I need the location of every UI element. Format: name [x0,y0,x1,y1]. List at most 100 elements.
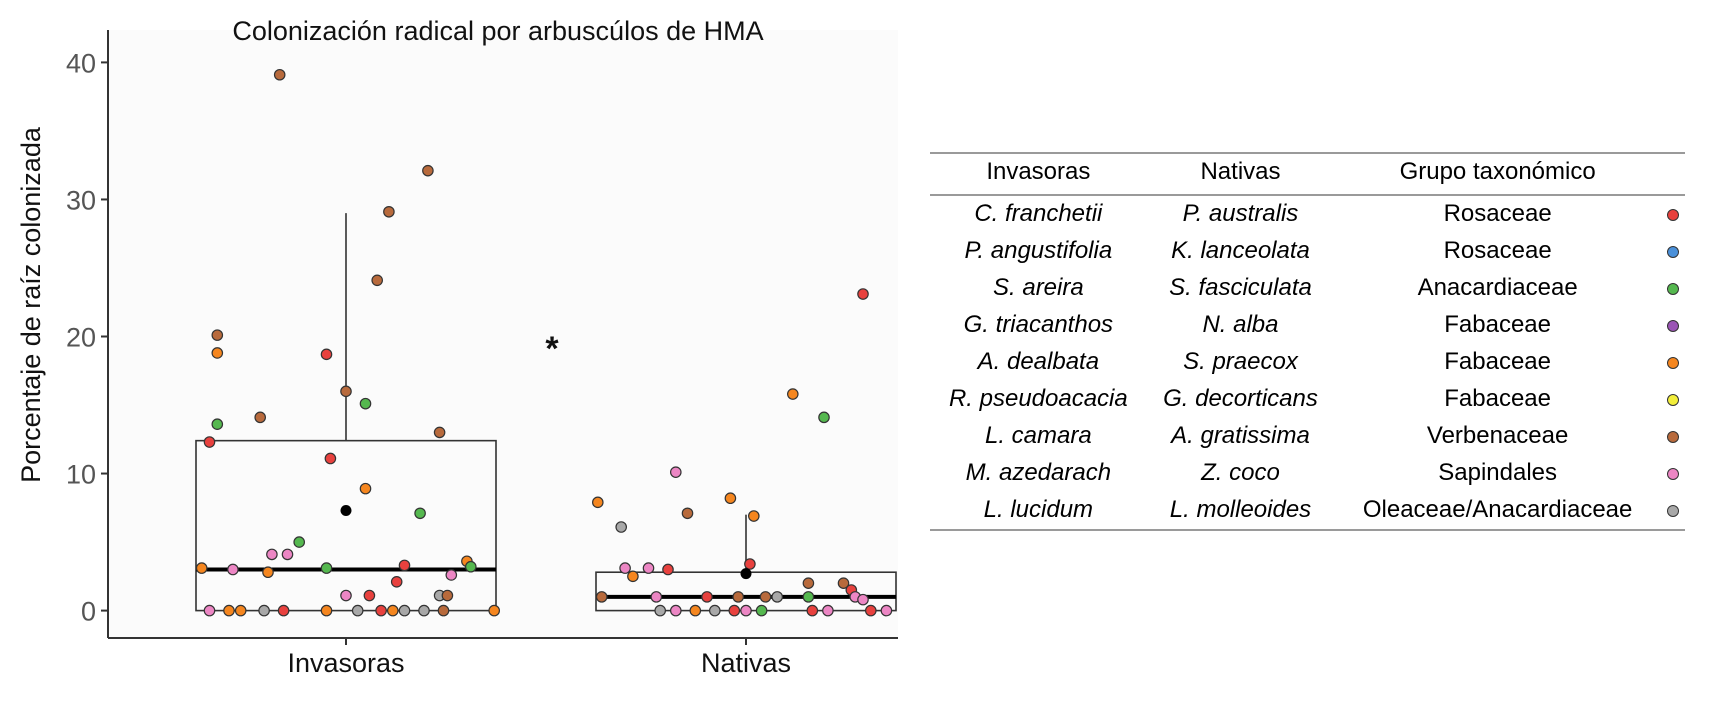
data-point [701,591,713,603]
legend-invasora-name: R. pseudoacacia [948,385,1128,412]
data-point [857,593,869,606]
legend-grupo-name: Fabaceae [1444,311,1551,338]
data-point [383,205,395,218]
data-point [744,558,756,570]
data-point [708,604,721,617]
data-point [822,604,834,617]
data-point [786,388,799,400]
data-point [464,560,477,573]
x-tick-label: Nativas [701,648,791,678]
data-point [732,591,744,603]
legend-nativa-name: L. molleoides [1169,496,1312,523]
data-point [223,604,235,617]
data-point [654,604,666,617]
legend-nativa-name: Z. coco [1201,459,1280,486]
legend-color-dot [1667,208,1679,221]
box [195,439,497,612]
mean-point [340,505,352,517]
data-point [747,510,760,522]
legend-grupo-name: Oleaceae/Anacardiaceae [1362,496,1633,523]
data-point [662,563,674,576]
legend-grupo-name: Rosaceae [1443,200,1552,227]
legend-invasora-name: M. azedarach [965,459,1112,486]
data-point [277,604,290,617]
data-point [203,436,216,448]
y-tick-label: 20 [66,323,96,353]
legend-grupo-name: Anacardiaceae [1417,274,1578,301]
y-tick-label: 10 [66,460,96,490]
legend-row: C. franchetii P. australis Rosaceae [930,195,1685,233]
data-point [324,452,337,465]
legend-grupo-name: Fabaceae [1444,385,1551,412]
data-point [755,604,768,617]
data-point [650,591,663,603]
data-point [254,411,267,424]
data-point [320,604,333,617]
legend-color-cell [1661,307,1685,344]
data-point [615,521,627,533]
y-tick-label: 40 [66,48,96,78]
data-point [398,559,411,572]
data-point [211,347,224,359]
data-point [857,288,869,300]
legend-nativa-name: P. australis [1182,200,1299,227]
data-point [740,604,752,617]
data-point [258,604,270,617]
legend-invasora-name: L. lucidum [983,496,1094,523]
data-point [681,507,694,520]
data-point [669,604,682,617]
legend-color-cell [1661,270,1685,307]
data-point [595,591,608,603]
data-point [437,604,450,617]
data-point [837,577,850,589]
legend-invasora-name: C. franchetii [974,200,1103,227]
data-point [728,604,741,617]
legend-nativa-name: S. fasciculata [1169,274,1312,301]
mean-point [740,568,752,580]
data-point [390,576,403,588]
data-point [806,604,819,617]
plot-panel [108,30,898,638]
legend-nativa-name: G. decorticans [1163,385,1318,412]
species-legend-table: Invasoras Nativas Grupo taxonómico C. fr… [930,152,1685,531]
legend-row: L. camara A. gratissima Verbenaceae [930,418,1685,455]
legend-nativa-name: S. praecox [1183,348,1298,375]
data-point [627,570,639,583]
legend-grupo-name: Verbenaceae [1426,422,1569,449]
data-point [771,591,783,603]
legend-invasora-name: S. areira [993,274,1084,301]
legend-header-color [1661,153,1685,195]
data-point [351,604,364,617]
legend-color-cell [1661,492,1685,530]
data-point [386,604,399,617]
legend-grupo-name: Rosaceae [1443,237,1552,264]
legend-color-dot [1667,467,1679,480]
data-point [195,562,208,574]
y-tick-label: 0 [81,597,96,627]
x-axis: Invasoras Nativas [108,637,898,678]
legend-color-dot [1667,319,1679,332]
data-point [293,536,305,548]
data-point [262,566,274,579]
data-point [802,577,815,589]
legend-color-dot [1667,356,1679,369]
legend-header-row: Invasoras Nativas Grupo taxonómico [930,153,1685,195]
legend-color-cell [1661,418,1685,455]
data-point [591,496,604,509]
data-point [273,68,286,81]
legend-row: R. pseudoacacia G. decorticans Fabaceae [930,381,1685,418]
legend-color-cell [1661,455,1685,492]
legend-color-cell [1661,344,1685,381]
data-point [371,274,383,287]
legend-header-nativas: Nativas [1200,158,1281,185]
legend-invasora-name: P. angustifolia [964,237,1113,264]
data-point [266,548,278,561]
legend-row: P. angustifolia K. lanceolata Rosaceae [930,233,1685,270]
legend-color-dot [1667,430,1679,443]
data-point [211,418,224,431]
legend-color-dot [1667,504,1679,517]
data-point [211,329,224,341]
legend-nativa-name: N. alba [1202,311,1279,338]
legend-header-invasoras: Invasoras [986,158,1091,185]
data-point [281,548,294,561]
